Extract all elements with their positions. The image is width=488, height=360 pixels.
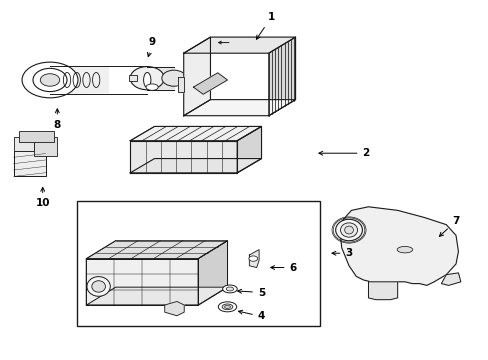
Polygon shape xyxy=(164,301,184,316)
Polygon shape xyxy=(249,249,259,267)
Text: 5: 5 xyxy=(237,288,264,297)
Polygon shape xyxy=(339,207,458,285)
Polygon shape xyxy=(116,241,227,287)
Ellipse shape xyxy=(40,74,60,86)
Ellipse shape xyxy=(248,256,257,261)
Ellipse shape xyxy=(396,247,412,253)
Ellipse shape xyxy=(22,62,78,98)
Polygon shape xyxy=(178,77,183,91)
Bar xyxy=(14,151,45,176)
Ellipse shape xyxy=(344,226,353,234)
Polygon shape xyxy=(86,258,198,305)
Text: 1: 1 xyxy=(256,13,274,39)
Polygon shape xyxy=(130,141,237,173)
Ellipse shape xyxy=(130,67,164,90)
Polygon shape xyxy=(183,100,295,116)
Text: 8: 8 xyxy=(54,109,61,130)
Ellipse shape xyxy=(218,302,236,312)
Polygon shape xyxy=(368,282,397,300)
Polygon shape xyxy=(86,241,227,258)
Polygon shape xyxy=(193,73,227,94)
Polygon shape xyxy=(237,126,261,173)
Text: 2: 2 xyxy=(318,148,369,158)
Polygon shape xyxy=(147,67,174,90)
Ellipse shape xyxy=(143,72,151,87)
Text: 9: 9 xyxy=(147,37,155,57)
Ellipse shape xyxy=(224,305,230,309)
Bar xyxy=(20,131,54,141)
Ellipse shape xyxy=(222,285,237,293)
Polygon shape xyxy=(198,241,227,305)
Ellipse shape xyxy=(33,68,67,91)
Ellipse shape xyxy=(226,287,233,291)
Polygon shape xyxy=(130,126,261,141)
FancyBboxPatch shape xyxy=(128,75,136,81)
Polygon shape xyxy=(50,66,108,94)
Text: 6: 6 xyxy=(270,262,296,273)
Text: 3: 3 xyxy=(331,248,352,258)
Polygon shape xyxy=(441,273,460,285)
Bar xyxy=(77,202,319,327)
Ellipse shape xyxy=(162,70,186,86)
Ellipse shape xyxy=(146,84,158,90)
Polygon shape xyxy=(183,37,295,53)
Ellipse shape xyxy=(92,281,105,292)
Bar xyxy=(34,137,57,156)
Polygon shape xyxy=(86,287,227,305)
Ellipse shape xyxy=(335,219,362,241)
Ellipse shape xyxy=(222,304,232,310)
Polygon shape xyxy=(183,37,210,116)
Ellipse shape xyxy=(87,276,110,296)
Text: 4: 4 xyxy=(238,310,264,321)
Polygon shape xyxy=(130,158,261,173)
Text: 10: 10 xyxy=(36,188,50,208)
Ellipse shape xyxy=(340,223,357,237)
Bar xyxy=(14,137,34,151)
Text: 7: 7 xyxy=(439,216,459,236)
Polygon shape xyxy=(268,37,295,116)
